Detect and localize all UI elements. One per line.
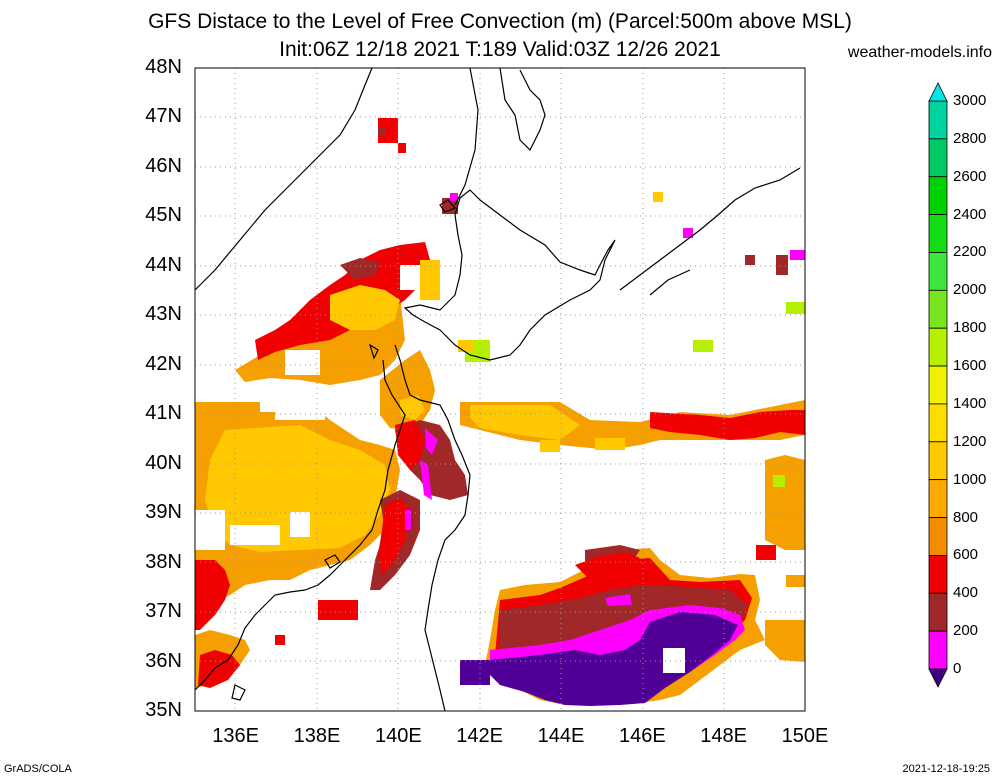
lat-label: 47N — [145, 105, 182, 128]
colorbar-label: 3000 — [953, 92, 987, 109]
lat-label: 37N — [145, 600, 182, 623]
colorbar-segment — [928, 100, 948, 140]
colorbar-label: 800 — [953, 508, 979, 526]
lon-label: 146E — [618, 725, 666, 747]
colorbar-label: 0 — [953, 660, 962, 677]
footer-right: 2021-12-18-19:25 — [902, 763, 990, 775]
chart-subtitle: Init:06Z 12/18 2021 T:189 Valid:03Z 12/2… — [279, 38, 721, 61]
colorbar-segment — [928, 289, 948, 329]
lat-label: 43N — [145, 303, 182, 326]
colorbar-label: 2000 — [953, 281, 987, 299]
lat-label: 42N — [145, 352, 182, 375]
colorbar-segment — [928, 252, 948, 291]
lon-label: 142E — [456, 725, 504, 747]
colorbar-bottom-arrow — [928, 668, 948, 688]
lat-label: 40N — [145, 451, 182, 474]
colorbar-segment — [928, 517, 948, 556]
shaded-field — [195, 118, 805, 706]
lon-label: 144E — [537, 725, 585, 747]
colorbar-top-arrow — [928, 82, 948, 102]
lon-label: 140E — [374, 725, 422, 747]
colorbar-label: 1400 — [953, 394, 987, 412]
chart-title: GFS Distace to the Level of Free Convect… — [148, 10, 852, 33]
lat-label: 48N — [145, 56, 182, 78]
colorbar-label: 1000 — [953, 470, 987, 488]
colorbar-segment — [928, 365, 948, 405]
colorbar-label: 1200 — [953, 432, 987, 450]
lon-label: 148E — [700, 725, 748, 747]
colorbar-segment — [928, 214, 948, 253]
lat-label: 39N — [145, 501, 182, 524]
lon-label: 150E — [781, 725, 829, 747]
lat-label: 38N — [145, 550, 182, 573]
colorbar-segment — [928, 403, 948, 443]
colorbar-segment — [928, 327, 948, 367]
colorbar — [928, 82, 948, 688]
lat-label: 44N — [145, 253, 182, 276]
site-credit: weather-models.info — [847, 44, 992, 61]
colorbar-segment — [928, 479, 948, 518]
lat-label: 45N — [145, 204, 182, 227]
colorbar-segment — [928, 555, 948, 594]
map-frame — [194, 67, 806, 712]
lon-label: 138E — [293, 725, 341, 747]
colorbar-segment — [928, 138, 948, 178]
lat-label: 46N — [145, 154, 182, 177]
colorbar-segment — [928, 592, 948, 632]
colorbar-label: 2600 — [953, 167, 987, 185]
colorbar-label: 1800 — [953, 319, 987, 337]
colorbar-label: 200 — [953, 622, 979, 640]
colorbar-label: 2200 — [953, 243, 987, 261]
colorbar-label: 2400 — [953, 205, 987, 223]
colorbar-segment — [928, 630, 948, 670]
colorbar-segment — [928, 441, 948, 481]
colorbar-label: 1600 — [953, 357, 987, 375]
lat-label: 36N — [145, 649, 182, 672]
colorbar-label: 400 — [953, 584, 979, 602]
coastlines — [194, 67, 801, 712]
footer-left: GrADS/COLA — [4, 763, 72, 775]
lat-label: 41N — [145, 402, 182, 425]
colorbar-label: 2800 — [953, 129, 987, 147]
colorbar-segment — [928, 176, 948, 216]
lon-label: 136E — [212, 725, 260, 747]
grid-lines — [195, 68, 805, 711]
colorbar-label: 600 — [953, 546, 979, 564]
lat-label: 35N — [145, 699, 182, 721]
